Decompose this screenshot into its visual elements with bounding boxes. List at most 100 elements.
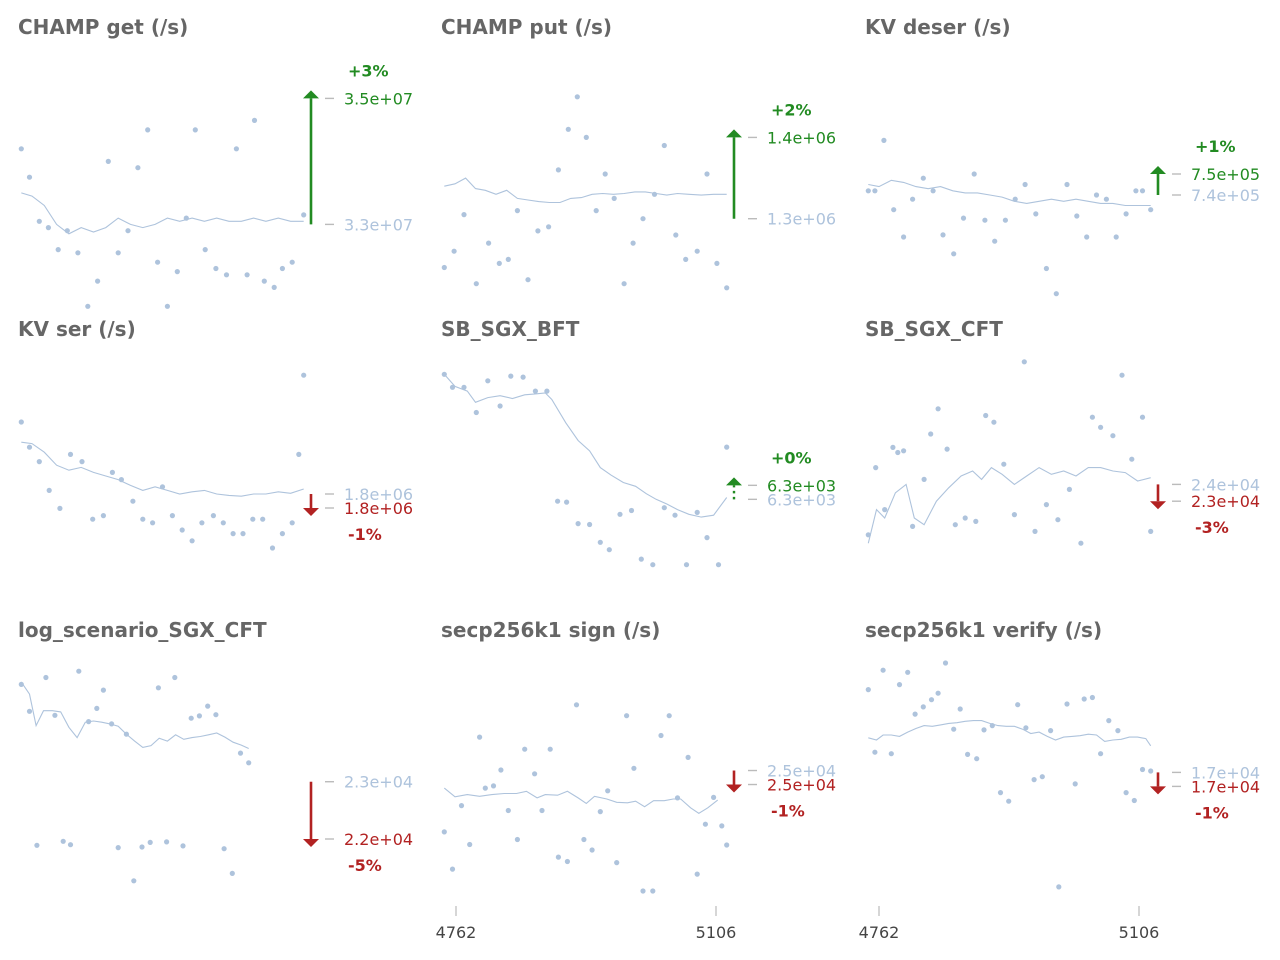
data-point: [1022, 181, 1028, 188]
data-point: [199, 520, 205, 526]
data-point: [296, 451, 302, 457]
data-point: [1084, 234, 1090, 240]
data-point: [67, 842, 74, 848]
data-point: [240, 531, 246, 537]
data-point: [593, 208, 599, 214]
data-point: [891, 207, 897, 213]
data-point: [131, 878, 137, 884]
data-point: [441, 264, 447, 271]
current-value-label: 2.3e+04: [1191, 492, 1260, 511]
percent-change-label: +1%: [1195, 137, 1236, 156]
data-point: [888, 751, 894, 757]
data-point: [164, 303, 170, 309]
data-point: [230, 531, 236, 537]
data-point: [587, 521, 593, 528]
data-point: [45, 225, 52, 231]
data-point: [905, 669, 911, 675]
data-point: [279, 265, 285, 272]
data-point: [289, 259, 295, 265]
arrow-up-icon: [303, 90, 319, 99]
baseline-value-label: 1.3e+06: [767, 210, 836, 229]
data-point: [1129, 456, 1135, 462]
data-point: [271, 284, 277, 290]
data-point: [724, 444, 730, 450]
percent-change-label: -1%: [771, 802, 805, 821]
data-point: [1113, 234, 1119, 240]
data-point: [715, 562, 722, 568]
data-point: [508, 373, 514, 379]
data-point: [935, 690, 941, 696]
data-point: [1064, 181, 1070, 188]
data-point: [155, 259, 161, 265]
data-point: [1056, 884, 1062, 890]
data-point: [223, 272, 230, 278]
trend-line: [868, 720, 1152, 747]
baseline-value-label: 1.8e+06: [344, 485, 413, 504]
data-point: [145, 127, 151, 133]
data-point: [575, 521, 581, 527]
data-point: [951, 251, 957, 257]
data-point: [1089, 414, 1095, 420]
data-point: [250, 516, 256, 522]
data-point: [486, 240, 492, 246]
data-point: [301, 372, 307, 378]
data-point: [233, 146, 239, 152]
data-point: [640, 888, 646, 894]
data-point: [1089, 694, 1095, 701]
data-point: [174, 269, 180, 275]
data-point: [1148, 207, 1154, 213]
data-point: [196, 713, 202, 719]
data-point: [514, 208, 521, 214]
x-axis-right: 4762 5106: [859, 906, 1159, 942]
data-point: [611, 195, 617, 201]
data-point: [60, 838, 66, 844]
data-point: [1139, 414, 1146, 420]
data-point: [525, 277, 531, 283]
data-point: [1123, 790, 1129, 796]
data-point: [673, 232, 679, 238]
panel-title: SB_SGX_CFT: [865, 317, 1003, 341]
data-point: [189, 538, 195, 544]
data-point: [605, 788, 611, 794]
data-point: [1093, 192, 1100, 198]
data-point: [951, 726, 957, 732]
data-point: [105, 158, 111, 164]
data-point: [940, 232, 946, 238]
current-value-label: 7.5e+05: [1191, 165, 1260, 184]
data-point: [210, 513, 216, 519]
data-point: [213, 265, 219, 272]
data-point: [85, 303, 91, 309]
data-point: [1119, 372, 1125, 378]
data-point: [957, 706, 963, 712]
data-point: [1043, 265, 1049, 272]
data-point: [666, 713, 672, 719]
data-point: [1023, 725, 1029, 731]
data-point: [251, 117, 258, 123]
data-point: [702, 821, 709, 827]
data-point: [685, 754, 691, 761]
data-point: [260, 516, 266, 522]
data-point: [461, 384, 467, 390]
data-point: [497, 403, 503, 409]
data-point: [1006, 798, 1012, 804]
panel-plot: 6.3e+036.3e+03 +0%: [441, 371, 836, 568]
data-point: [1081, 696, 1087, 702]
data-point: [1106, 718, 1112, 724]
data-point: [514, 836, 521, 843]
current-value-label: 6.3e+03: [767, 476, 836, 495]
data-point: [719, 823, 725, 829]
data-point: [942, 660, 949, 666]
data-point: [115, 250, 121, 256]
data-point: [901, 234, 907, 240]
data-point: [910, 523, 916, 530]
data-point: [473, 281, 479, 287]
percent-change-label: -3%: [1195, 518, 1229, 537]
data-point: [683, 256, 689, 262]
data-point: [694, 871, 700, 877]
panel-title: secp256k1 verify (/s): [865, 618, 1102, 642]
baseline-value-label: 2.3e+04: [344, 773, 413, 792]
data-point: [1064, 701, 1070, 707]
data-point: [597, 809, 603, 815]
data-point: [498, 767, 504, 773]
